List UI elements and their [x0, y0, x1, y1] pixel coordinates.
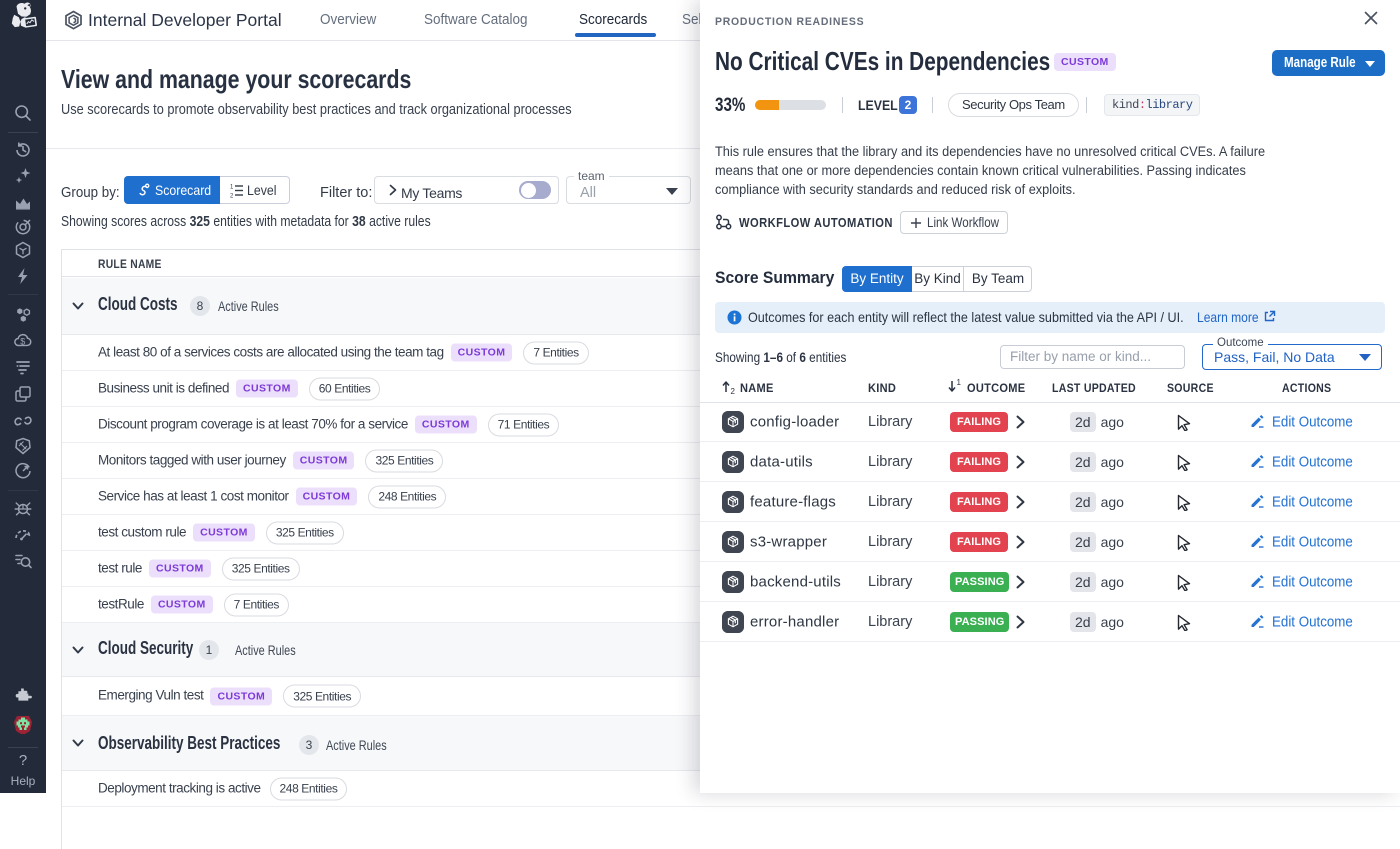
svg-text:2: 2 [731, 387, 736, 395]
svg-text:1: 1 [230, 185, 234, 191]
svg-text:$: $ [20, 337, 25, 347]
svg-text:1: 1 [957, 378, 962, 387]
svg-text:2: 2 [230, 194, 234, 200]
